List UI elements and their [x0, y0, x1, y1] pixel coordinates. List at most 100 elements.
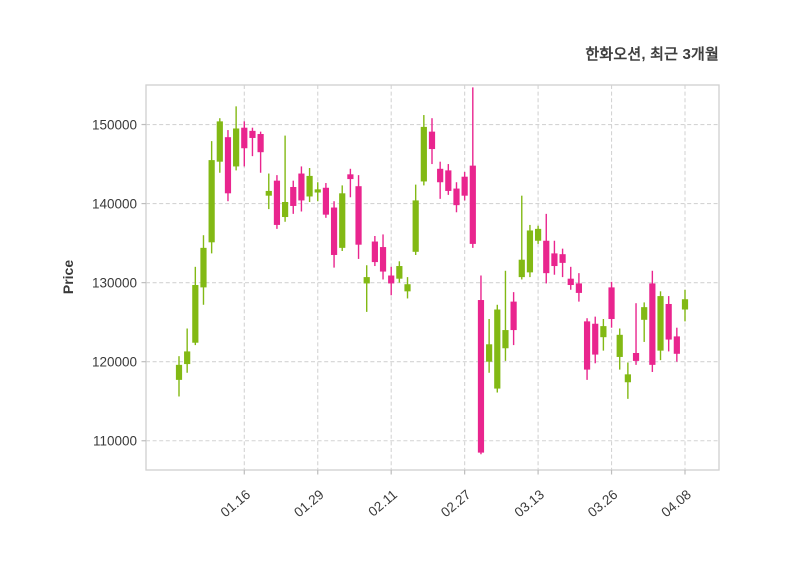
candle-body-down	[330, 207, 338, 255]
candle-body-down	[477, 300, 485, 453]
candle-25	[379, 234, 387, 280]
candle-body-up	[200, 247, 207, 288]
candle-body-down	[371, 241, 378, 263]
candle-50	[583, 318, 591, 380]
candle-28	[404, 277, 411, 299]
candle-body-up	[208, 160, 215, 243]
candle-54	[616, 328, 623, 370]
candle-body-up	[339, 193, 346, 248]
y-tick-label: 110000	[93, 434, 137, 449]
candle-9	[249, 127, 256, 157]
candle-44	[534, 225, 542, 244]
x-tick-label: 01.29	[291, 487, 327, 520]
candle-body-down	[649, 283, 656, 365]
candle-body-down	[665, 303, 672, 340]
candle-41	[510, 292, 517, 346]
candle-31	[428, 118, 436, 165]
candle-23	[363, 265, 370, 312]
candle-body-down	[445, 170, 452, 191]
candle-58	[649, 270, 656, 372]
x-tick-label: 03.13	[511, 487, 547, 520]
candle-body-down	[575, 283, 583, 293]
candle-body-down	[273, 180, 281, 225]
candle-body-up	[396, 266, 403, 279]
candle-body-up	[192, 285, 199, 343]
candle-47	[559, 248, 566, 278]
candle-body-down	[224, 137, 232, 194]
candle-51	[592, 316, 599, 364]
candle-body-down	[388, 275, 395, 284]
candle-body-down	[592, 323, 599, 355]
candle-27	[396, 261, 403, 283]
candle-61	[673, 327, 680, 362]
x-tick-label: 02.27	[438, 487, 474, 520]
x-tick-label: 04.08	[658, 487, 694, 520]
candle-body-down	[290, 186, 297, 206]
candle-20	[339, 185, 346, 252]
candle-body-up	[534, 228, 542, 241]
candle-40	[502, 270, 509, 361]
candle-body-down	[632, 352, 640, 361]
candle-8	[241, 121, 248, 167]
candle-38	[486, 319, 493, 373]
candle-12	[273, 175, 281, 229]
candle-16	[306, 168, 313, 203]
candle-body-down	[510, 301, 517, 331]
candle-21	[347, 168, 354, 198]
candle-body-up	[681, 299, 689, 310]
candle-26	[388, 266, 395, 296]
candle-32	[437, 161, 444, 199]
candle-22	[355, 175, 362, 259]
candle-body-down	[461, 176, 468, 196]
candle-body-up	[624, 374, 631, 383]
candle-body-up	[404, 284, 411, 292]
candle-body-up	[657, 296, 664, 351]
candle-5	[216, 118, 223, 173]
x-tick-label: 03.26	[585, 487, 621, 520]
candle-45	[543, 213, 550, 284]
candle-body-down	[257, 134, 264, 153]
candles-series	[175, 87, 689, 455]
x-tick-label: 01.16	[218, 487, 254, 520]
y-tick-label: 120000	[92, 354, 137, 369]
candle-48	[567, 266, 574, 290]
candle-body-down	[608, 287, 615, 320]
candle-17	[314, 182, 321, 202]
candle-6	[224, 130, 232, 202]
candle-33	[445, 164, 452, 195]
y-axis-title: Price	[60, 259, 76, 295]
candle-1	[184, 328, 191, 373]
candle-body-up	[281, 202, 289, 218]
candle-body-up	[363, 277, 370, 284]
y-tick-label: 130000	[92, 275, 137, 290]
candle-14	[290, 180, 297, 214]
candle-body-down	[322, 187, 330, 215]
y-tick-label: 140000	[92, 196, 137, 211]
candle-36	[469, 87, 476, 248]
candle-body-down	[543, 240, 550, 274]
candle-body-up	[600, 326, 607, 338]
candle-53	[608, 281, 615, 328]
candle-body-down	[241, 127, 248, 149]
candle-body-up	[216, 121, 223, 162]
candle-19	[330, 201, 338, 268]
candle-body-down	[469, 165, 476, 244]
candle-59	[657, 291, 664, 361]
candle-10	[257, 131, 264, 173]
candle-2	[192, 266, 199, 346]
candle-body-down	[428, 131, 436, 150]
candle-body-up	[526, 230, 534, 273]
candle-body-up	[641, 307, 648, 320]
candle-body-up	[420, 126, 427, 182]
candle-4	[208, 141, 215, 254]
candle-52	[600, 319, 607, 351]
candle-body-up	[502, 330, 509, 349]
candle-46	[551, 240, 558, 275]
candle-body-down	[379, 247, 387, 272]
candle-34	[453, 182, 460, 213]
y-axis: 110000 120000 130000 140000 150000	[92, 117, 146, 449]
candle-body-up	[175, 364, 183, 380]
candle-62	[681, 289, 689, 322]
candle-30	[420, 115, 427, 186]
